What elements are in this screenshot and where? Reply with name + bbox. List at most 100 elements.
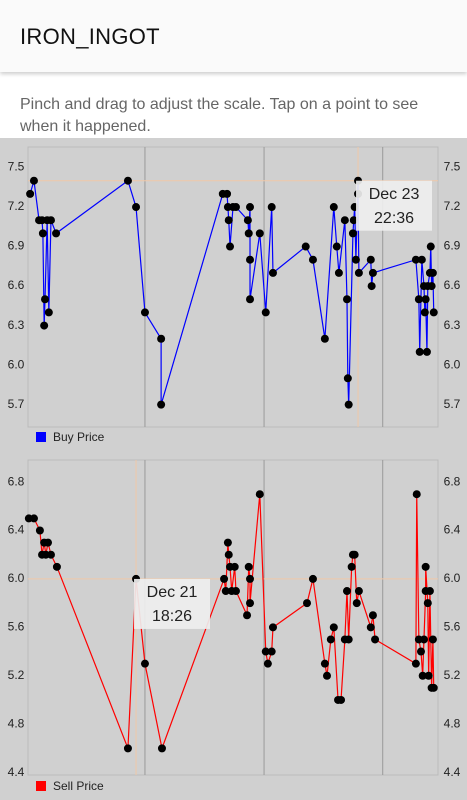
data-point[interactable]	[414, 295, 423, 304]
data-point[interactable]	[268, 623, 277, 632]
data-point[interactable]	[243, 216, 252, 225]
data-point[interactable]	[326, 635, 335, 644]
data-point[interactable]	[366, 255, 375, 264]
data-point[interactable]	[140, 308, 149, 317]
data-point[interactable]	[412, 490, 421, 499]
data-point[interactable]	[308, 255, 317, 264]
data-point[interactable]	[416, 647, 425, 656]
data-point[interactable]	[342, 587, 351, 596]
data-point[interactable]	[332, 242, 341, 251]
data-point[interactable]	[261, 308, 270, 317]
data-point[interactable]	[428, 635, 437, 644]
data-point[interactable]	[367, 282, 376, 291]
data-point[interactable]	[231, 587, 240, 596]
data-point[interactable]	[344, 635, 353, 644]
data-point[interactable]	[41, 295, 50, 304]
data-point[interactable]	[224, 550, 233, 559]
data-point[interactable]	[246, 599, 255, 608]
data-point[interactable]	[350, 550, 359, 559]
data-point[interactable]	[349, 216, 358, 225]
data-point[interactable]	[424, 671, 433, 680]
data-point[interactable]	[303, 599, 312, 608]
data-point[interactable]	[320, 334, 329, 343]
data-point[interactable]	[320, 659, 329, 668]
data-point[interactable]	[366, 623, 375, 632]
data-point[interactable]	[267, 203, 276, 212]
data-point[interactable]	[342, 295, 351, 304]
data-point[interactable]	[246, 255, 255, 264]
data-point[interactable]	[419, 635, 428, 644]
data-point[interactable]	[52, 229, 61, 238]
data-point[interactable]	[354, 268, 363, 277]
data-point[interactable]	[38, 229, 47, 238]
data-point[interactable]	[421, 295, 430, 304]
data-point[interactable]	[351, 255, 360, 264]
data-point[interactable]	[132, 203, 141, 212]
data-point[interactable]	[35, 526, 44, 535]
data-point[interactable]	[411, 255, 420, 264]
data-point[interactable]	[226, 242, 235, 251]
data-point[interactable]	[371, 635, 380, 644]
data-point[interactable]	[157, 334, 166, 343]
data-point[interactable]	[334, 268, 343, 277]
data-point[interactable]	[224, 216, 233, 225]
data-point[interactable]	[322, 671, 331, 680]
data-point[interactable]	[337, 695, 346, 704]
data-point[interactable]	[417, 255, 426, 264]
data-point[interactable]	[263, 659, 272, 668]
data-point[interactable]	[425, 587, 434, 596]
data-point[interactable]	[243, 611, 252, 620]
data-point[interactable]	[244, 229, 253, 238]
data-point[interactable]	[220, 574, 229, 583]
data-point[interactable]	[308, 574, 317, 583]
data-point[interactable]	[230, 562, 239, 571]
data-point[interactable]	[422, 347, 431, 356]
data-point[interactable]	[246, 203, 255, 212]
data-point[interactable]	[329, 203, 338, 212]
data-point[interactable]	[255, 490, 264, 499]
data-point[interactable]	[157, 744, 166, 753]
data-point[interactable]	[428, 268, 437, 277]
data-point[interactable]	[123, 176, 132, 185]
data-point[interactable]	[421, 562, 430, 571]
data-point[interactable]	[368, 611, 377, 620]
data-point[interactable]	[43, 538, 52, 547]
data-point[interactable]	[46, 216, 55, 225]
data-point[interactable]	[347, 562, 356, 571]
data-point[interactable]	[344, 400, 353, 409]
data-point[interactable]	[423, 599, 432, 608]
data-point[interactable]	[261, 647, 270, 656]
data-point[interactable]	[52, 562, 61, 571]
data-point[interactable]	[246, 295, 255, 304]
data-point[interactable]	[46, 550, 55, 559]
data-point[interactable]	[301, 242, 310, 251]
data-point[interactable]	[221, 587, 230, 596]
data-point[interactable]	[429, 308, 438, 317]
data-point[interactable]	[348, 229, 357, 238]
data-point[interactable]	[244, 562, 253, 571]
data-point[interactable]	[29, 176, 38, 185]
data-point[interactable]	[157, 400, 166, 409]
data-point[interactable]	[420, 308, 429, 317]
data-point[interactable]	[26, 189, 35, 198]
data-point[interactable]	[123, 744, 132, 753]
data-point[interactable]	[343, 374, 352, 383]
data-point[interactable]	[223, 189, 232, 198]
data-point[interactable]	[246, 574, 255, 583]
data-point[interactable]	[40, 321, 49, 330]
data-point[interactable]	[29, 514, 38, 523]
data-point[interactable]	[231, 203, 240, 212]
data-point[interactable]	[411, 659, 420, 668]
data-point[interactable]	[223, 538, 232, 547]
data-point[interactable]	[415, 347, 424, 356]
data-point[interactable]	[140, 659, 149, 668]
data-point[interactable]	[354, 587, 363, 596]
data-point[interactable]	[427, 282, 436, 291]
data-point[interactable]	[429, 683, 438, 692]
data-point[interactable]	[268, 268, 277, 277]
data-point[interactable]	[368, 268, 377, 277]
data-point[interactable]	[418, 671, 427, 680]
data-point[interactable]	[426, 242, 435, 251]
data-point[interactable]	[255, 229, 264, 238]
data-point[interactable]	[352, 599, 361, 608]
